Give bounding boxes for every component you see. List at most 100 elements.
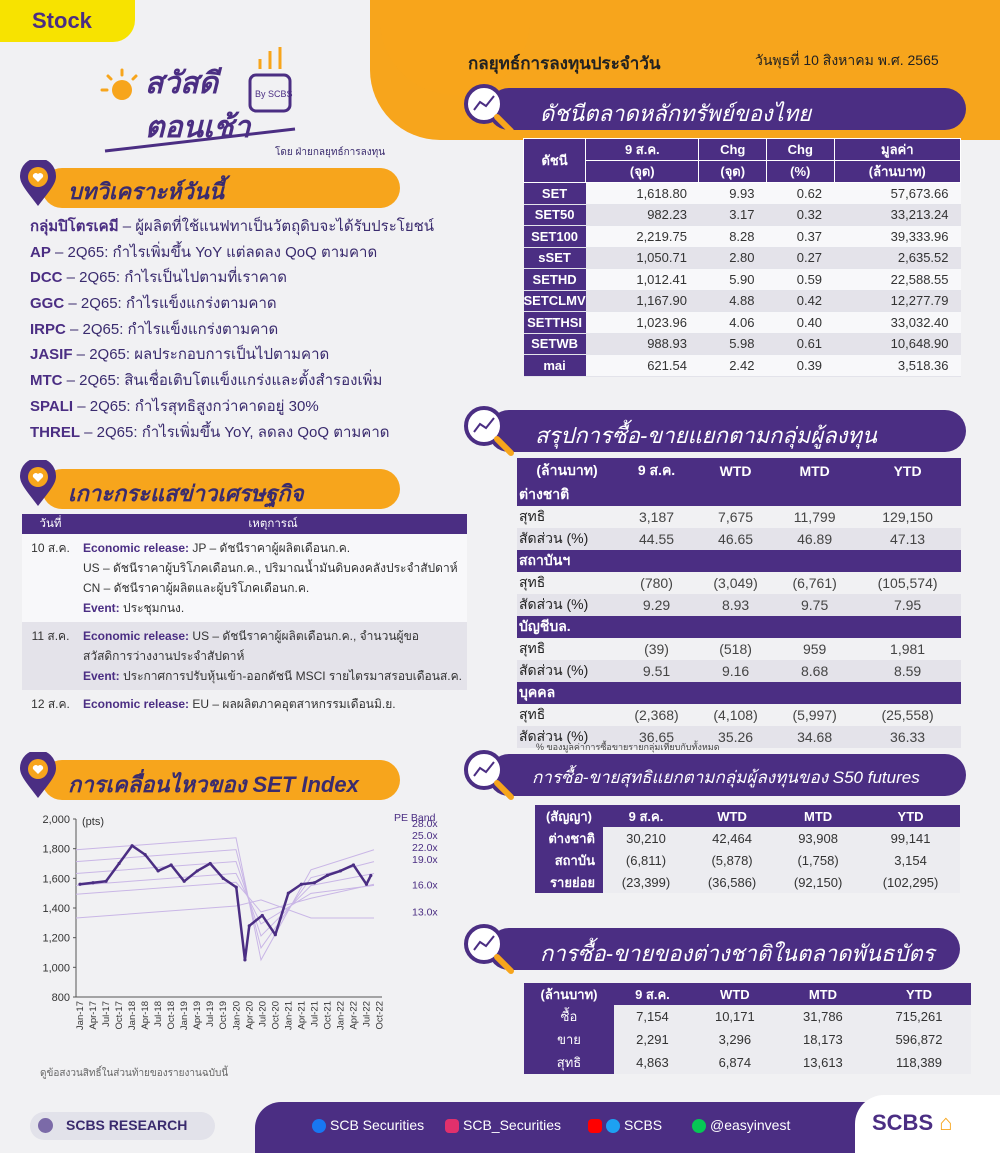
bond-cell: 6,874 [690,1051,779,1074]
net-cell: (518) [719,641,752,657]
news-line: Economic release: EU – ผลผลิตภาคอุตสาหกร… [83,694,463,714]
investor-group-name: บัญชีบล. [517,616,961,638]
x-tick-label: Oct-18 [166,1001,177,1030]
futures-label: ต่างชาติ [535,827,603,849]
x-tick-label: Oct-17 [114,1001,125,1030]
news-line: สวัสดิการว่างงานประจำสัปดาห์ [83,646,463,666]
ratio-cell: 7.95 [854,594,961,616]
news-line: Economic release: JP – ดัชนีราคาผู้ผลิตเ… [83,538,463,558]
bond-cell: 7,154 [614,1005,691,1028]
analysis-ticker: กลุ่มปิโตรเคมี [30,218,119,235]
research-link[interactable]: SCBS RESEARCH [30,1112,215,1140]
index-cell: 9.93 [698,182,767,205]
bond-col-mtd: MTD [778,983,867,1005]
index-cell: 10,648.90 [834,333,961,355]
x-tick-label: Jan-20 [231,1001,242,1030]
news-row: 12 ส.ค. Economic release: EU – ผลผลิตภาคอ… [22,690,467,718]
pe-band-label: 19.0x [412,854,438,866]
investor-ratio-row: สัดส่วน (%) 9.29 8.93 9.75 7.95 [517,594,961,616]
line-link[interactable]: @easyinvest [692,1117,790,1134]
news-text: EU – ผลผลิตภาคอุตสาหกรรมเดือนมิ.ย. [189,697,396,711]
index-cell: 12,277.79 [834,290,961,312]
instagram-icon [445,1119,459,1134]
set-index-point [169,863,173,867]
ratio-cell: 46.65 [696,528,776,550]
analysis-item: JASIF – 2Q65: ผลประกอบการเป็นไปตามคาด [30,342,434,368]
instagram-label: SCB_Securities [463,1117,562,1133]
analysis-text: – 2Q65: กำไรเป็นไปตามที่เราคาด [62,269,288,287]
bond-cell: 118,389 [866,1051,971,1074]
index-row: SET100 2,219.75 8.28 0.37 39,333.96 [523,225,961,248]
heart-pin-icon [20,752,56,798]
ratio-label: สัดส่วน (%) [517,726,617,748]
index-row: SETTHSI 1,023.96 4.06 0.40 33,032.40 [523,311,961,334]
x-tick-label: Apr-18 [140,1001,151,1030]
analysis-item: DCC – 2Q65: กำไรเป็นไปตามที่เราคาด [30,265,434,291]
futures-row: รายย่อย (23,399) (36,586) (92,150) (102,295) [535,871,960,893]
set-index-point [260,913,264,918]
investor-summary-header [488,410,966,452]
analysis-item: GGC – 2Q65: กำไรแข็งแกร่งตามคาด [30,291,434,317]
set-index-point [299,882,303,886]
net-cell: (4,108) [713,707,758,723]
net-cell: 7,675 [718,509,754,525]
analysis-ticker: SPALI [30,397,74,415]
index-cell: 2,635.52 [834,247,961,269]
x-tick-label: Jul-17 [101,1001,112,1027]
net-cell: (3,049) [713,575,758,591]
thai-index-header [488,88,966,130]
facebook-link[interactable]: SCB Securities [312,1117,424,1134]
analysis-list: กลุ่มปิโตรเคมี – ผู้ผลิตที่ใช้แนฟทาเป็นว… [30,214,434,445]
net-cell: (6,761) [792,575,837,591]
set-index-point [273,933,277,937]
news-events: Economic release: US – ดัชนีราคาผู้ผลิตเ… [79,622,467,690]
page-title: กลยุทธ์การลงทุนประจำวัน [468,54,661,73]
y-tick-label: 1,000 [42,962,70,974]
index-cell: 0.37 [766,225,835,248]
pe-band-label: 16.0x [412,879,438,891]
futures-table: (สัญญา) 9 ส.ค. WTD MTD YTD ต่างชาติ 30,21… [535,805,960,893]
x-tick-label: Oct-20 [270,1001,281,1030]
youtube-label: SCBS [624,1117,663,1133]
inv-col-day: 9 ส.ค. [617,458,697,484]
set-index-point [208,861,212,866]
analysis-item: SPALI – 2Q65: กำไรสุทธิสูงกว่าคาดอยู่ 30… [30,394,434,420]
index-name: SETCLMV [523,290,586,312]
pe-band-label: 28.0x [412,818,438,830]
index-name: SETHD [523,268,586,291]
set-index-point [325,873,330,877]
net-cell: 129,150 [882,509,933,525]
ratio-label: สัดส่วน (%) [517,594,617,616]
col-chg-pct: Chg [766,138,835,161]
index-cell: 0.40 [766,311,835,334]
bond-col-ytd: YTD [866,983,971,1005]
col-chg-unit: (จุด) [698,160,767,183]
col-value: มูลค่า [833,138,962,161]
instagram-link[interactable]: SCB_Securities [445,1117,562,1134]
investor-group-name: ต่างชาติ [517,484,961,506]
news-text: US – ดัชนีราคาผู้บริโภคเดือนก.ค., ปริมาณ… [83,561,458,575]
futures-cell: 30,210 [603,827,690,849]
x-tick-label: Jan-22 [335,1001,346,1030]
youtube-twitter-link[interactable]: SCBS [588,1117,663,1134]
col-chg-pct-unit: (%) [766,160,835,183]
set-index-line [79,844,372,962]
pe-band-label: 25.0x [412,830,438,842]
ratio-cell: 8.68 [775,660,855,682]
news-text: ประชุมกนง. [119,601,185,615]
x-tick-label: Jul-18 [153,1001,164,1027]
futures-label: สถาบัน [535,849,603,871]
analysis-item: IRPC – 2Q65: กำไรแข็งแกร่งตามคาด [30,317,434,343]
y-tick-label: 800 [52,992,70,1004]
set-index-point [78,882,82,886]
index-name: mai [523,354,586,377]
bond-row: สุทธิ 4,863 6,874 13,613 118,389 [524,1051,971,1074]
set-index-point [195,869,199,873]
x-tick-label: Apr-20 [244,1001,255,1030]
x-tick-label: Apr-22 [348,1001,359,1030]
analysis-text: – 2Q65: กำไรแข็งแกร่งตามคาด [64,295,277,313]
set-index-point [338,869,343,873]
bond-cell: 596,872 [866,1028,971,1051]
index-cell: 2.42 [698,354,767,377]
analysis-ticker: AP [30,243,51,261]
